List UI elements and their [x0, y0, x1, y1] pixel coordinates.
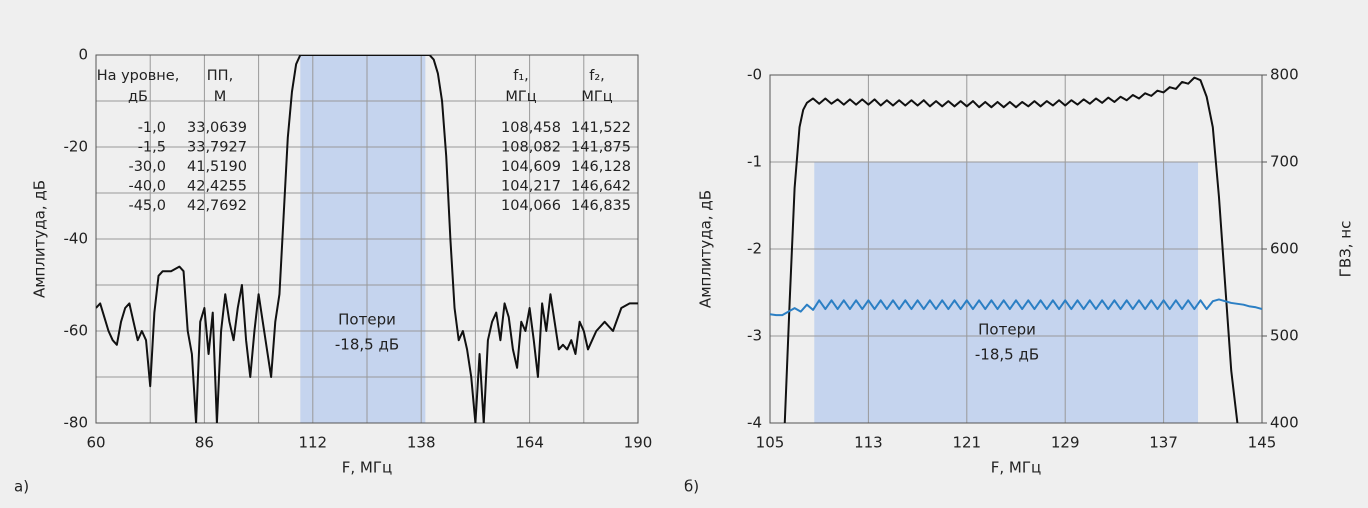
table-header: f₂,	[589, 68, 605, 84]
table-cell: 104,066	[501, 198, 561, 214]
y2-tick-label: 600	[1270, 240, 1299, 258]
table-header: М	[214, 89, 227, 105]
x-tick-label: 112	[298, 434, 327, 452]
y2-tick-label: 400	[1270, 414, 1299, 432]
y-tick-label: -2	[747, 240, 762, 258]
table-cell: -40,0	[128, 179, 166, 195]
table-cell: 108,082	[501, 140, 561, 156]
table-header: МГц	[581, 89, 612, 105]
table-cell: -1,5	[138, 140, 166, 156]
y-tick-label: -40	[64, 230, 89, 248]
x-tick-label: 121	[952, 434, 981, 452]
x-axis-label: F, МГц	[342, 459, 392, 477]
x-tick-label: 145	[1248, 434, 1277, 452]
table-cell: 141,875	[571, 140, 631, 156]
table-header: f₁,	[513, 68, 529, 84]
annotation: Потери	[978, 321, 1036, 339]
table-cell: -45,0	[128, 198, 166, 214]
table-cell: 146,642	[571, 179, 631, 195]
table-cell: 33,7927	[187, 140, 247, 156]
table-header: ПП,	[207, 68, 233, 84]
table-cell: 42,4255	[187, 179, 247, 195]
y-tick-label: -60	[64, 322, 89, 340]
y-tick-label: -20	[64, 138, 89, 156]
y-tick-label: -0	[747, 66, 762, 84]
y2-axis-label: ГВЗ, нс	[1337, 221, 1355, 278]
y2-tick-label: 700	[1270, 153, 1299, 171]
series-line	[96, 55, 638, 423]
plots: 60 86 112 138 164 190 -80 -60 -40 -20 0 105 113 121 12…	[64, 46, 1299, 452]
passband	[814, 162, 1199, 423]
table-cell: 104,217	[501, 179, 561, 195]
y-axis-label: Амплитуда, дБ	[31, 180, 49, 298]
x-tick-label: 60	[86, 434, 105, 452]
series-line	[783, 76, 1239, 423]
table-cell: 141,522	[571, 120, 631, 136]
x-tick-label: 113	[854, 434, 883, 452]
x-tick-label: 105	[756, 434, 785, 452]
annotation: -18,5 дБ	[975, 346, 1039, 364]
x-tick-label: 138	[407, 434, 436, 452]
x-axis-label: F, МГц	[991, 459, 1041, 477]
y2-tick-label: 800	[1270, 66, 1299, 84]
table-header: На уровне,	[97, 68, 180, 84]
y-tick-label: 0	[78, 46, 88, 64]
y-tick-label: -4	[747, 414, 762, 432]
x-tick-label: 129	[1051, 434, 1080, 452]
table-cell: -1,0	[138, 120, 166, 136]
table-cell: 146,835	[571, 198, 631, 214]
y-tick-label: -3	[747, 327, 762, 345]
y-tick-label: -1	[747, 153, 762, 171]
annotation: -18,5 дБ	[335, 336, 399, 354]
table-rows: -1,0 33,0639 -1,5 33,7927 -30,0 41,5190 -40,0 4…	[128, 120, 631, 214]
plot-frame	[769, 74, 1263, 424]
panel-label: б)	[684, 478, 699, 496]
series-line	[770, 298, 1262, 317]
panel-label: а)	[14, 478, 29, 496]
table-cell: -30,0	[128, 159, 166, 175]
table-header: МГц	[505, 89, 536, 105]
annotation: Потери	[338, 311, 396, 329]
table-cell: 146,128	[571, 159, 631, 175]
x-tick-label: 190	[624, 434, 653, 452]
table-cell: 41,5190	[187, 159, 247, 175]
x-tick-label: 164	[515, 434, 544, 452]
table-cell: 104,609	[501, 159, 561, 175]
y-axis-label: Амплитуда, дБ	[697, 190, 715, 308]
table-header: дБ	[128, 89, 148, 105]
table-cell: 33,0639	[187, 120, 247, 136]
y2-tick-label: 500	[1270, 327, 1299, 345]
x-tick-label: 137	[1149, 434, 1178, 452]
table-cell: 42,7692	[187, 198, 247, 214]
table-cell: 108,458	[501, 120, 561, 136]
labels: а) F, МГц Амплитуда, дБ Потери -18,5 дБ …	[14, 68, 1355, 496]
y-tick-label: -80	[64, 414, 89, 432]
x-tick-label: 86	[195, 434, 214, 452]
